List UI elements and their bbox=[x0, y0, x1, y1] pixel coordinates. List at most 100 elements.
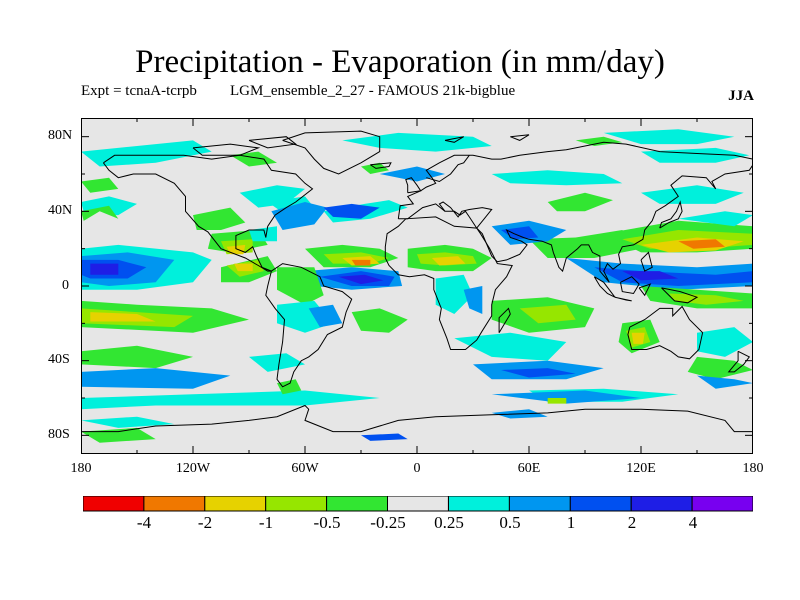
contour-region bbox=[81, 177, 119, 193]
contour-region bbox=[697, 375, 753, 389]
colorbar-label: 2 bbox=[627, 513, 637, 532]
contour-region bbox=[351, 259, 371, 266]
lat-label-40s: 40S bbox=[48, 352, 70, 367]
coastline bbox=[248, 136, 297, 149]
lon-label-180w: 180 bbox=[70, 461, 92, 476]
coastline bbox=[438, 201, 493, 229]
contour-region bbox=[491, 390, 641, 404]
contour-region bbox=[585, 435, 660, 445]
contour-region bbox=[249, 353, 305, 372]
colorbar-label: 0.5 bbox=[499, 513, 521, 532]
plot-title: Precipitation - Evaporation (in mm/day) bbox=[135, 44, 665, 80]
lon-label-60w: 60W bbox=[291, 461, 319, 476]
contour-region bbox=[81, 390, 380, 410]
contour-region bbox=[361, 433, 408, 441]
contour-region bbox=[519, 304, 576, 324]
colorbar-box bbox=[448, 496, 510, 512]
contour-region bbox=[193, 207, 246, 230]
coastline bbox=[476, 164, 753, 283]
colorbar-box bbox=[691, 496, 753, 512]
contour-region bbox=[379, 166, 445, 182]
coastline bbox=[498, 307, 511, 333]
coastline bbox=[444, 136, 464, 143]
colorbar-box bbox=[569, 496, 632, 512]
colorbar-label: -4 bbox=[136, 513, 152, 532]
season-label: JJA bbox=[728, 88, 754, 104]
coastline bbox=[192, 143, 261, 156]
contour-region bbox=[454, 332, 567, 361]
contour-region bbox=[501, 368, 576, 378]
coastline bbox=[397, 141, 753, 219]
contour-region bbox=[501, 226, 539, 240]
contour-region bbox=[641, 185, 744, 204]
coastline bbox=[102, 154, 314, 272]
contour-region bbox=[547, 192, 613, 212]
coastline bbox=[282, 130, 381, 175]
contour-region bbox=[351, 308, 408, 333]
coastline bbox=[510, 134, 530, 141]
colorbar-box bbox=[387, 496, 449, 512]
colorbar-box bbox=[143, 496, 206, 512]
contour-region bbox=[491, 170, 623, 186]
ensemble-label: LGM_ensemble_2_27 - FAMOUS 21k-bigblue bbox=[230, 83, 516, 99]
contour-region bbox=[81, 211, 119, 230]
contour-region bbox=[234, 263, 253, 272]
coastline bbox=[384, 216, 513, 350]
lon-label-0: 0 bbox=[413, 461, 421, 476]
experiment-label: Expt = tcnaA-tcrpb bbox=[81, 83, 197, 99]
contour-region bbox=[81, 368, 231, 389]
colorbar-box bbox=[204, 496, 267, 512]
colorbar bbox=[83, 496, 753, 512]
coastlines bbox=[81, 130, 753, 433]
coastline bbox=[265, 263, 353, 388]
coastline bbox=[398, 203, 446, 220]
contour-region bbox=[90, 312, 156, 322]
lon-label-60e: 60E bbox=[517, 461, 541, 476]
lat-label-0: 0 bbox=[62, 278, 69, 293]
contour-region bbox=[678, 239, 725, 249]
contour-region bbox=[622, 271, 679, 281]
coastline bbox=[426, 155, 470, 183]
contour-region bbox=[575, 136, 623, 146]
coastline bbox=[661, 287, 699, 304]
lat-label-80s: 80S bbox=[48, 427, 70, 442]
contour-region bbox=[431, 256, 466, 266]
coastline bbox=[627, 305, 704, 360]
colorbar-box bbox=[265, 496, 328, 512]
coastline bbox=[81, 404, 753, 433]
contour-region bbox=[547, 398, 567, 404]
contour-region bbox=[308, 304, 343, 328]
coastline bbox=[659, 200, 683, 229]
contour-region bbox=[435, 274, 473, 314]
contour-region bbox=[81, 140, 212, 167]
colorbar-label: 4 bbox=[688, 513, 698, 532]
contour-region bbox=[678, 211, 753, 227]
contour-fields bbox=[81, 129, 753, 445]
contour-region bbox=[277, 267, 324, 305]
contour-region bbox=[277, 379, 302, 395]
contour-region bbox=[90, 263, 119, 275]
contour-region bbox=[239, 185, 305, 208]
colorbar-box bbox=[326, 496, 389, 512]
lon-label-120e: 120E bbox=[626, 461, 656, 476]
contour-region bbox=[146, 224, 203, 249]
coastline bbox=[620, 276, 640, 295]
coastline bbox=[370, 162, 392, 169]
map-frame bbox=[81, 118, 753, 454]
contour-region bbox=[81, 416, 175, 428]
coastline bbox=[405, 177, 422, 194]
contour-region bbox=[669, 293, 744, 305]
contour-region bbox=[323, 203, 380, 219]
coastline bbox=[638, 283, 652, 297]
colorbar-label: 0.25 bbox=[434, 513, 464, 532]
colorbar-box bbox=[630, 496, 693, 512]
lon-label-180e: 180 bbox=[742, 461, 764, 476]
coastline bbox=[593, 276, 616, 298]
colorbar-label: -1 bbox=[258, 513, 274, 532]
lat-label-40n: 40N bbox=[48, 203, 73, 218]
lat-label-80n: 80N bbox=[48, 128, 73, 143]
contour-region bbox=[603, 129, 735, 145]
coastline bbox=[640, 251, 653, 272]
colorbar-label: 1 bbox=[566, 513, 576, 532]
precipitation-evaporation-map bbox=[81, 118, 753, 454]
